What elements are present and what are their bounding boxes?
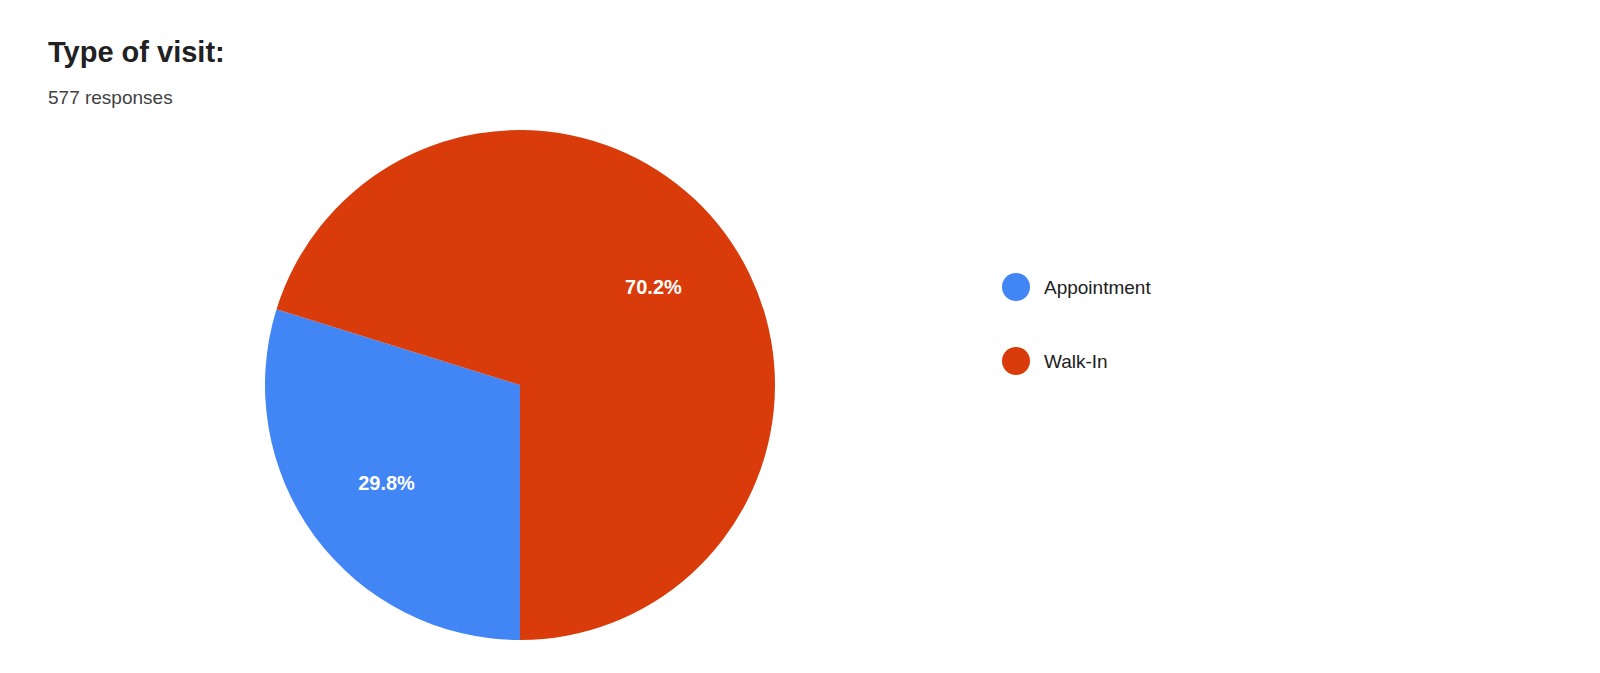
- legend-item: Appointment: [1002, 273, 1151, 301]
- data-label: 29.8%: [358, 472, 415, 494]
- pie: [265, 130, 775, 640]
- chart: Type of visit: 577 responses 29.8% 70.2% App…: [0, 0, 1600, 673]
- legend: Appointment Walk-In: [1002, 273, 1151, 375]
- legend-item: Walk-In: [1002, 347, 1108, 375]
- data-label: 70.2%: [625, 276, 682, 298]
- data-labels: 29.8% 70.2%: [358, 276, 682, 495]
- legend-label: Appointment: [1044, 277, 1151, 298]
- subtitle: 577 responses: [48, 87, 173, 108]
- title: Type of visit:: [48, 36, 225, 68]
- legend-marker: [1002, 273, 1030, 301]
- legend-marker: [1002, 347, 1030, 375]
- slice: [277, 130, 775, 640]
- legend-label: Walk-In: [1044, 351, 1108, 372]
